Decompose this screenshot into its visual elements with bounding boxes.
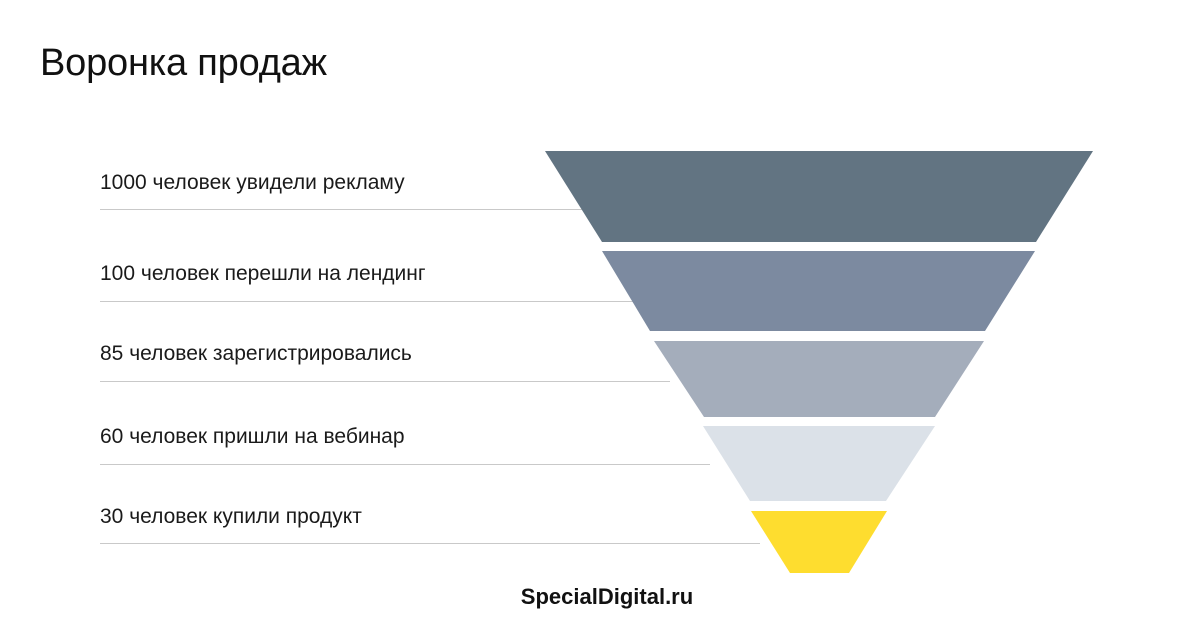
stage-divider-4 xyxy=(100,464,710,465)
funnel-segment-2 xyxy=(602,251,1035,331)
stage-label-4: 60 человек пришли на вебинар xyxy=(100,425,405,448)
stage-label-2: 100 человек перешли на лендинг xyxy=(100,262,426,285)
stage-divider-3 xyxy=(100,381,670,382)
funnel-segment-1 xyxy=(545,151,1093,242)
brand-logo-text: SpecialDigital.ru xyxy=(520,584,694,609)
page-title: Воронка продаж xyxy=(40,42,327,84)
stage-label-1: 1000 человек увидели рекламу xyxy=(100,171,405,194)
funnel-segment-4 xyxy=(703,426,935,501)
stage-label-3: 85 человек зарегистрировались xyxy=(100,342,412,365)
stage-divider-2 xyxy=(100,301,640,302)
funnel-segment-3 xyxy=(654,341,984,417)
stage-divider-5 xyxy=(100,543,760,544)
stage-label-5: 30 человек купили продукт xyxy=(100,505,362,528)
stage-divider-1 xyxy=(100,209,600,210)
funnel-segment-5 xyxy=(751,511,887,573)
